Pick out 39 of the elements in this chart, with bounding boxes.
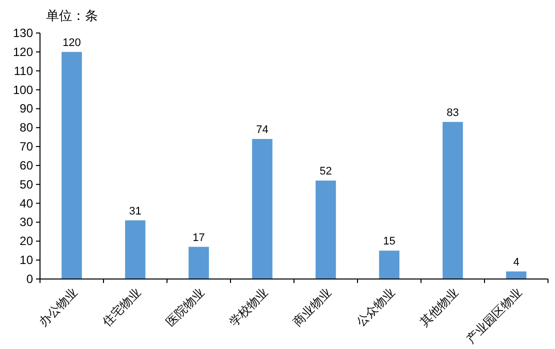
y-tick-label: 10 — [20, 253, 34, 268]
y-tick-label: 120 — [12, 44, 34, 59]
data-label: 83 — [446, 106, 459, 119]
bar — [252, 138, 272, 279]
x-tick-label: 商业物业 — [290, 285, 334, 330]
y-tick-label: 70 — [20, 140, 34, 154]
y-axis-title: 单位：条 — [46, 8, 98, 23]
y-tick-label: 0 — [26, 272, 34, 286]
y-tick-label: 60 — [20, 158, 34, 172]
y-tick-label: 80 — [20, 120, 34, 135]
y-tick-label: 30 — [20, 215, 34, 230]
data-label: 52 — [320, 166, 332, 178]
data-label: 31 — [129, 205, 142, 218]
bar — [316, 180, 336, 279]
data-label: 4 — [513, 256, 520, 268]
bar — [442, 122, 463, 279]
bar — [125, 220, 146, 279]
y-tick-label: 110 — [14, 64, 34, 78]
y-tick-label: 100 — [12, 82, 34, 97]
x-tick-label: 住宅物业 — [98, 285, 144, 330]
y-tick-label: 20 — [20, 234, 34, 248]
bar — [506, 271, 526, 279]
data-label: 15 — [383, 236, 396, 248]
y-tick-label: 50 — [20, 177, 34, 192]
y-tick-label: 130 — [12, 26, 34, 40]
data-label: 17 — [192, 232, 205, 244]
x-tick-label: 办公物业 — [36, 285, 80, 330]
bar — [62, 52, 82, 279]
y-tick-label: 90 — [20, 102, 34, 116]
y-tick-label: 40 — [20, 196, 34, 210]
x-tick-label: 医院物业 — [163, 285, 207, 330]
x-tick-label: 产业园区物业 — [464, 285, 524, 346]
bar — [379, 250, 400, 279]
x-tick-label: 其他物业 — [417, 285, 461, 330]
x-tick-label: 公众物业 — [354, 285, 398, 330]
data-label: 120 — [62, 36, 81, 49]
x-tick-label: 学校物业 — [226, 285, 270, 330]
bar — [188, 246, 209, 279]
data-label: 74 — [256, 124, 268, 136]
